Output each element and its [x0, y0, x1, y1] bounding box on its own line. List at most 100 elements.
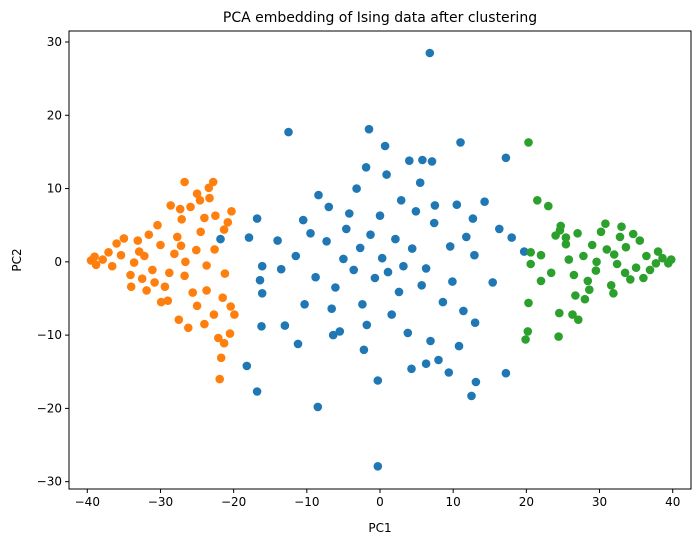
scatter-point	[561, 239, 571, 249]
scatter-point	[255, 275, 265, 285]
x-tick-label: 10	[446, 495, 461, 509]
scatter-point	[311, 272, 320, 282]
scatter-point	[470, 318, 480, 328]
scatter-point	[202, 261, 211, 270]
scatter-point	[313, 402, 323, 412]
scatter-point	[211, 211, 220, 220]
scatter-point	[362, 320, 372, 330]
scatter-point	[626, 275, 635, 284]
scatter-point	[568, 310, 577, 319]
scatter-point	[273, 236, 282, 245]
scatter-point	[526, 248, 535, 257]
scatter-point	[585, 285, 594, 295]
scatter-point	[387, 310, 397, 319]
scatter-point	[176, 241, 186, 250]
scatter-point	[394, 287, 404, 297]
scatter-point	[342, 224, 351, 234]
scatter-point	[181, 257, 190, 267]
scatter-point	[615, 232, 625, 242]
scatter-point	[526, 259, 535, 269]
y-tick-label: −30	[37, 475, 62, 489]
scatter-point	[544, 201, 553, 211]
scatter-point	[546, 268, 556, 278]
scatter-point	[150, 278, 159, 287]
scatter-point	[210, 245, 219, 254]
scatter-point	[252, 214, 262, 223]
scatter-point	[335, 327, 345, 336]
scatter-point	[140, 251, 149, 261]
y-tick-label: −10	[37, 328, 62, 342]
points-layer	[86, 48, 676, 471]
scatter-point	[196, 227, 205, 237]
scatter-point	[459, 306, 468, 316]
scatter-point	[293, 339, 303, 349]
scatter-point	[300, 300, 309, 309]
scatter-point	[495, 224, 504, 234]
scatter-point	[126, 270, 135, 280]
scatter-point	[298, 215, 308, 225]
scatter-point	[137, 274, 147, 284]
scatter-point	[564, 255, 574, 264]
scatter-point	[280, 321, 290, 330]
scatter-point	[174, 315, 184, 325]
scatter-point	[364, 124, 374, 134]
scatter-point	[620, 268, 630, 278]
plot-frame	[68, 30, 692, 490]
scatter-point	[90, 252, 99, 261]
y-tick-label: 20	[47, 108, 62, 122]
scatter-point	[204, 183, 214, 193]
scatter-point	[421, 264, 431, 273]
scatter-point	[358, 300, 367, 309]
scatter-point	[609, 250, 619, 259]
scatter-point	[216, 353, 226, 363]
y-tick-label: −20	[37, 401, 62, 415]
scatter-point	[205, 193, 214, 203]
scatter-point	[226, 302, 235, 311]
scatter-point	[470, 250, 479, 260]
scatter-point	[225, 329, 235, 338]
scatter-point	[427, 157, 437, 166]
scatter-point	[153, 220, 162, 230]
scatter-point	[216, 234, 225, 244]
scatter-point	[454, 341, 464, 351]
scatter-point	[639, 273, 648, 283]
scatter-point	[399, 261, 408, 271]
scatter-point	[165, 268, 174, 278]
y-axis-label: PC2	[10, 248, 24, 271]
scatter-point	[467, 391, 476, 401]
scatter-point	[227, 207, 236, 216]
scatter-point	[524, 298, 533, 308]
scatter-point	[160, 282, 170, 292]
scatter-point	[602, 245, 612, 254]
scatter-point	[653, 247, 663, 256]
scatter-point	[180, 271, 189, 281]
scatter-point	[456, 138, 465, 147]
scatter-point	[244, 233, 254, 242]
scatter-point	[533, 196, 542, 205]
scatter-point	[328, 330, 338, 340]
scatter-point	[426, 336, 435, 346]
scatter-point	[658, 253, 667, 263]
scatter-point	[573, 229, 582, 238]
axes-layer: −40 −30 −20 −10 0 10 20 30 40 −30 −20 −10 0 10 20 30	[37, 35, 681, 509]
scatter-point	[501, 153, 511, 163]
scatter-point	[133, 236, 143, 245]
scatter-point	[202, 286, 211, 295]
scatter-point	[209, 310, 219, 319]
y-tick-label: 30	[47, 35, 62, 49]
scatter-point	[349, 265, 359, 275]
x-tick-label: −20	[221, 495, 246, 509]
scatter-point	[418, 155, 427, 165]
scatter-point	[601, 219, 610, 228]
scatter-point	[361, 163, 371, 172]
scatter-point	[407, 364, 416, 374]
scatter-point	[382, 170, 391, 179]
scatter-point	[612, 259, 622, 269]
scatter-point	[314, 190, 323, 200]
scatter-point	[555, 308, 564, 318]
scatter-point	[306, 229, 315, 238]
scatter-point	[434, 355, 443, 365]
x-axis-label: PC1	[368, 521, 391, 535]
scatter-point	[574, 315, 583, 325]
scatter-point	[104, 248, 113, 257]
